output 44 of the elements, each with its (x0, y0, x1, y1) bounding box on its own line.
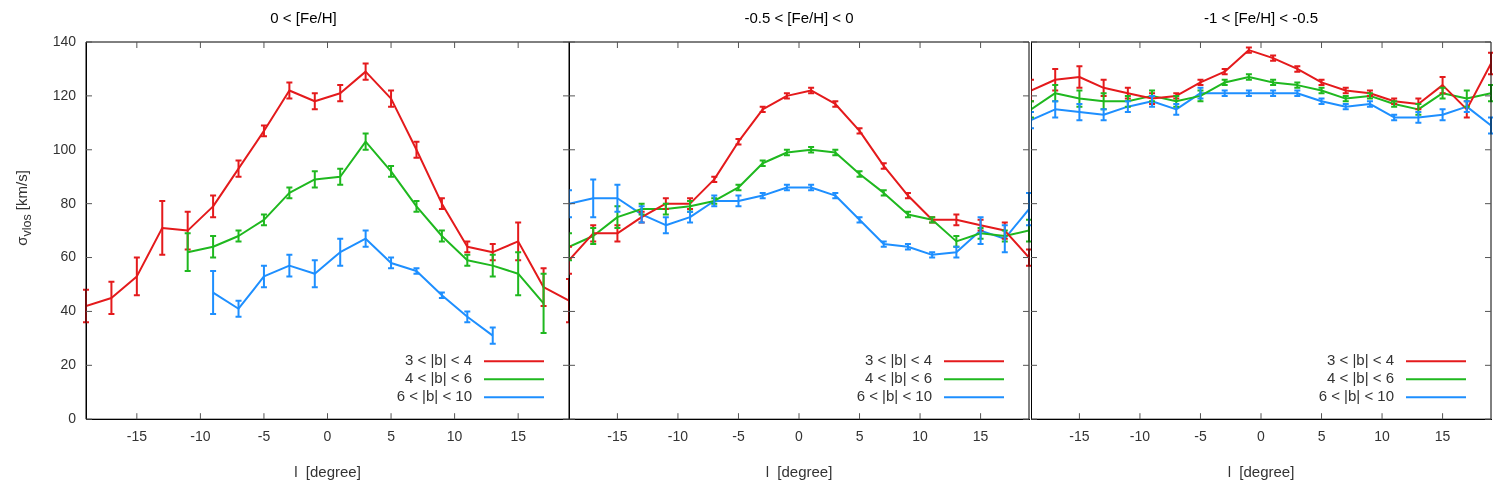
legend-label: 3 < |b| < 4 (1326, 351, 1394, 369)
x-tick-label: 10 (446, 428, 463, 445)
x-axis-title: l [degree] (765, 463, 833, 481)
x-tick-label: 0 (795, 428, 804, 445)
x-tick-label: 5 (855, 428, 864, 445)
x-tick-label: -15 (1069, 428, 1090, 445)
legend-label: 4 < |b| < 6 (404, 369, 472, 387)
legend-label: 3 < |b| < 4 (404, 351, 472, 369)
x-tick-label: -5 (732, 428, 745, 445)
x-tick-label: 0 (1257, 428, 1266, 445)
legend-label: 6 < |b| < 10 (856, 387, 932, 405)
legend-label: 6 < |b| < 10 (1318, 387, 1394, 405)
x-axis-title: l [degree] (294, 463, 361, 481)
y-tick-label: 20 (60, 356, 77, 373)
chart-title: 0 < [Fe/H] (270, 9, 337, 27)
legend-label: 3 < |b| < 4 (864, 351, 932, 369)
y-tick-label: 100 (52, 140, 77, 157)
x-tick-label: 15 (972, 428, 989, 445)
x-tick-label: -15 (126, 428, 148, 445)
y-tick-label: 120 (52, 86, 77, 103)
x-tick-label: 5 (387, 428, 396, 445)
x-tick-label: -5 (257, 428, 271, 445)
x-tick-label: 10 (912, 428, 929, 445)
x-tick-label: 5 (1317, 428, 1326, 445)
x-tick-label: 10 (1374, 428, 1391, 445)
legend-label: 4 < |b| < 6 (864, 369, 932, 387)
x-tick-label: 15 (510, 428, 527, 445)
y-tick-label: 40 (60, 302, 77, 319)
x-tick-label: -10 (667, 428, 689, 445)
y-tick-label: 140 (52, 32, 77, 49)
y-tick-label: 60 (60, 248, 77, 265)
x-tick-label: -15 (607, 428, 628, 445)
y-tick-label: 80 (60, 194, 77, 211)
x-tick-label: 0 (323, 428, 332, 445)
y-tick-label: 0 (68, 410, 77, 427)
x-axis-title: l [degree] (1227, 463, 1295, 481)
x-tick-label: 15 (1434, 428, 1451, 445)
chart-title: -0.5 < [Fe/H] < 0 (744, 9, 854, 27)
x-tick-label: -10 (1129, 428, 1151, 445)
chart-title: -1 < [Fe/H] < -0.5 (1203, 9, 1319, 27)
legend-label: 4 < |b| < 6 (1326, 369, 1394, 387)
x-tick-label: -5 (1194, 428, 1207, 445)
legend-label: 6 < |b| < 10 (396, 387, 472, 405)
x-tick-label: -10 (190, 428, 211, 445)
